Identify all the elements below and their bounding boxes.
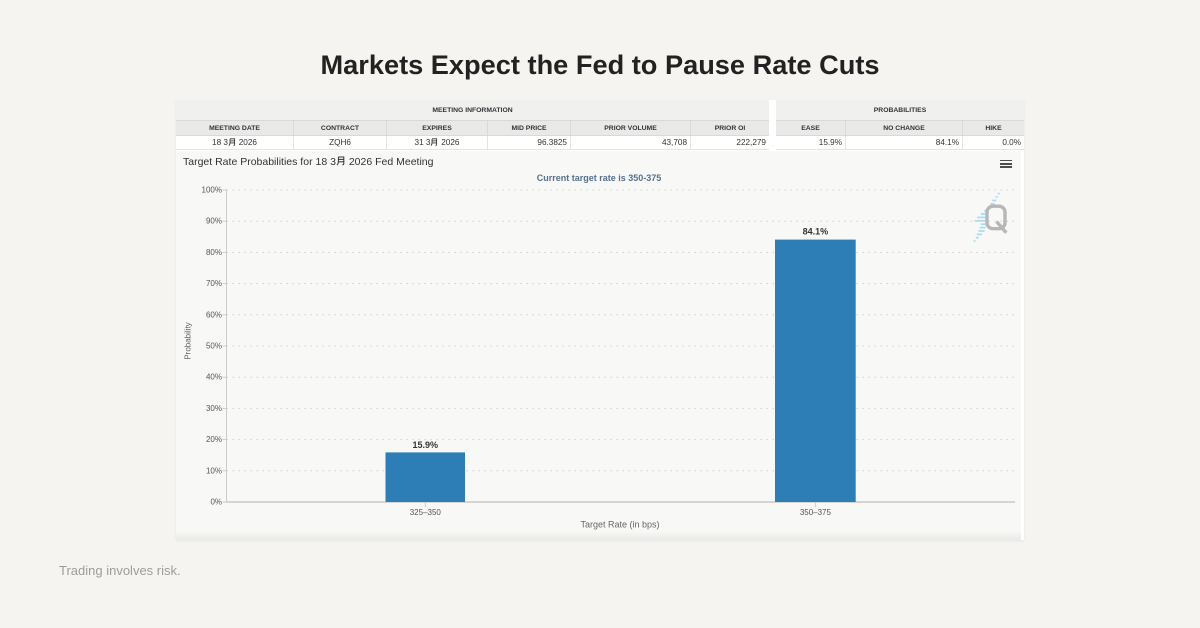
svg-text:30%: 30% [206,404,222,413]
svg-text:0%: 0% [210,498,222,507]
svg-text:50%: 50% [206,342,222,351]
svg-text:60%: 60% [206,310,222,319]
svg-text:10%: 10% [206,466,222,475]
svg-text:15.9%: 15.9% [413,440,439,450]
svg-text:350–375: 350–375 [800,508,832,517]
svg-text:84.1%: 84.1% [803,227,829,237]
svg-text:80%: 80% [206,248,222,257]
svg-text:100%: 100% [202,186,222,195]
svg-text:325–350: 325–350 [410,508,442,517]
svg-text:70%: 70% [206,279,222,288]
svg-text:Target Rate (in bps): Target Rate (in bps) [580,520,659,530]
svg-text:20%: 20% [206,435,222,444]
svg-text:40%: 40% [206,373,222,382]
svg-text:90%: 90% [206,217,222,226]
svg-text:Probability: Probability [184,322,193,359]
